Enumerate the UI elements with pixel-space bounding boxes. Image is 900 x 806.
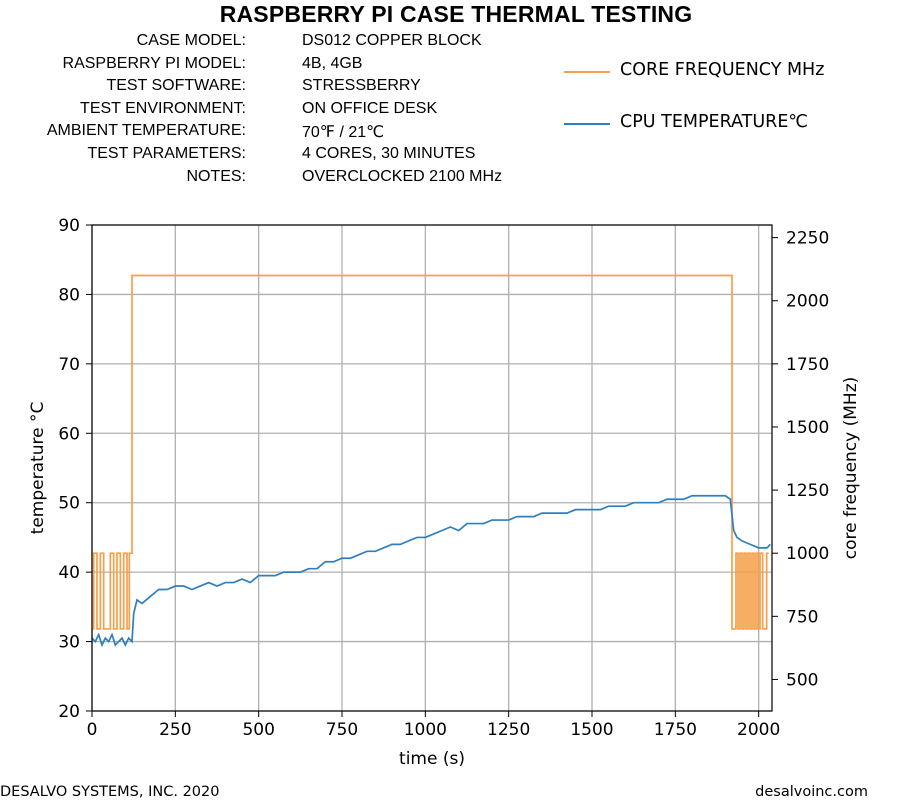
series-line-cpu-temperature [91, 494, 771, 648]
series-line-core-frequency [92, 274, 769, 630]
x-tick-label: 1000 [404, 720, 447, 740]
y-tick-label: 40 [58, 563, 80, 583]
footer-company: DESALVO SYSTEMS, INC. 2020 [0, 784, 220, 800]
info-value: 4B, 4GB [302, 54, 363, 72]
x-tick-label: 0 [87, 720, 98, 740]
x-tick-label: 1500 [570, 720, 613, 740]
info-label: AMBIENT TEMPERATURE: [46, 122, 246, 140]
y2-tick-label: 1000 [786, 544, 829, 564]
y-tick-label: 70 [58, 355, 80, 375]
y-tick-label: 90 [58, 216, 80, 236]
info-label: TEST SOFTWARE: [106, 77, 246, 95]
page-title: RASPBERRY PI CASE THERMAL TESTING [219, 1, 693, 27]
y2-tick-label: 1500 [786, 418, 829, 438]
x-tick-label: 750 [326, 720, 358, 740]
info-value: OVERCLOCKED 2100 MHz [302, 167, 503, 185]
y-tick-label: 20 [58, 702, 80, 722]
x-axis-label: time (s) [399, 749, 465, 769]
info-value: 70℉ / 21℃ [302, 124, 385, 142]
test-info-table: CASE MODEL: DS012 COPPER BLOCK RASPBERRY… [0, 32, 560, 190]
legend-swatch-core-frequency [564, 71, 610, 73]
info-row-test-environment: TEST ENVIRONMENT: ON OFFICE DESK [0, 100, 560, 123]
info-row-case-model: CASE MODEL: DS012 COPPER BLOCK [0, 32, 560, 55]
y-tick-label: 50 [58, 494, 80, 514]
y2-tick-label: 750 [786, 607, 818, 627]
y2-tick-label: 1250 [786, 481, 829, 501]
info-row-ambient-temperature: AMBIENT TEMPERATURE: 70℉ / 21℃ [0, 122, 560, 145]
footer-website: desalvoinc.com [755, 784, 868, 800]
y2-tick-label: 500 [786, 670, 818, 690]
x-tick-label: 250 [159, 720, 191, 740]
info-label: CASE MODEL: [136, 32, 246, 49]
info-row-pi-model: RASPBERRY PI MODEL: 4B, 4GB [0, 55, 560, 78]
info-label: TEST PARAMETERS: [87, 144, 246, 162]
y2-tick-label: 1750 [786, 355, 829, 375]
plot-frame [91, 224, 773, 712]
info-value: ON OFFICE DESK [302, 99, 438, 117]
info-label: RASPBERRY PI MODEL: [62, 54, 246, 72]
info-value: 4 CORES, 30 MINUTES [302, 144, 476, 162]
info-label: TEST ENVIRONMENT: [80, 99, 246, 117]
x-tick-label: 500 [242, 720, 274, 740]
y-tick-label: 60 [58, 424, 80, 444]
y2-axis-label: core frequency (MHz) [841, 377, 861, 560]
y2-tick-label: 2250 [786, 229, 829, 249]
info-row-test-software: TEST SOFTWARE: STRESSBERRY [0, 77, 560, 100]
legend-swatch-cpu-temperature [564, 123, 610, 125]
y-tick-label: 80 [58, 285, 80, 305]
y2-tick-label: 2000 [786, 292, 829, 312]
legend-label: CPU TEMPERATURE℃ [620, 112, 809, 132]
info-value: STRESSBERRY [302, 77, 421, 95]
legend-label: CORE FREQUENCY MHz [620, 60, 825, 80]
y-tick-label: 30 [58, 633, 80, 653]
info-value: DS012 COPPER BLOCK [302, 32, 482, 49]
info-row-test-parameters: TEST PARAMETERS: 4 CORES, 30 MINUTES [0, 145, 560, 168]
info-label: NOTES: [186, 167, 246, 185]
info-row-notes: NOTES: OVERCLOCKED 2100 MHz [0, 168, 560, 191]
x-tick-label: 2000 [737, 720, 780, 740]
y-axis-label: temperature °C [28, 402, 48, 535]
x-tick-label: 1750 [654, 720, 697, 740]
x-tick-label: 1250 [487, 720, 530, 740]
